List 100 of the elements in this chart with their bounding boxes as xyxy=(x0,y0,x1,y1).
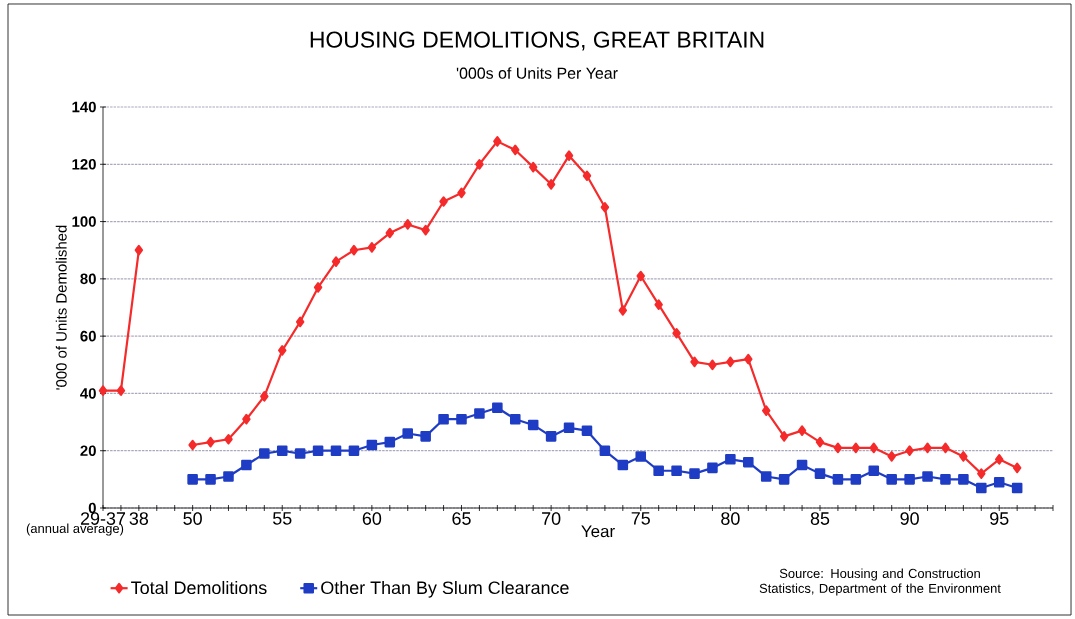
x-tick-label: 70 xyxy=(542,512,561,525)
point xyxy=(671,465,682,477)
point xyxy=(564,150,574,161)
point xyxy=(493,136,502,147)
point xyxy=(278,345,287,356)
point xyxy=(294,448,306,459)
point xyxy=(689,468,700,479)
point xyxy=(331,256,341,267)
point xyxy=(743,456,754,468)
point xyxy=(312,445,324,456)
point xyxy=(545,431,557,442)
point xyxy=(707,462,718,474)
point xyxy=(653,465,664,477)
point xyxy=(403,219,412,230)
point xyxy=(994,454,1004,465)
point xyxy=(832,474,844,485)
point xyxy=(726,356,735,368)
point xyxy=(385,227,395,239)
y-tick-label: 0 xyxy=(88,502,96,514)
point xyxy=(509,413,521,425)
point xyxy=(456,413,467,425)
point xyxy=(600,201,610,213)
x-tick-label: 50 xyxy=(183,512,202,525)
point xyxy=(851,442,861,454)
y-tick-label: 140 xyxy=(72,101,96,113)
point xyxy=(779,431,789,442)
point xyxy=(241,459,252,471)
point xyxy=(922,471,933,482)
point xyxy=(636,270,645,282)
point xyxy=(672,327,681,339)
point xyxy=(941,442,950,454)
point xyxy=(886,474,897,485)
point xyxy=(511,144,520,156)
point xyxy=(887,451,896,462)
point xyxy=(582,170,592,182)
point xyxy=(134,244,144,256)
point xyxy=(976,482,987,494)
point xyxy=(797,425,807,436)
point xyxy=(708,359,717,371)
point xyxy=(348,445,360,456)
point xyxy=(761,405,771,416)
point xyxy=(421,224,430,236)
y-tick-label: 40 xyxy=(80,388,96,399)
point xyxy=(833,442,843,454)
chart-title: HOUSING DEMOLITIONS, GREAT BRITAIN xyxy=(310,31,764,51)
point xyxy=(420,431,431,442)
point xyxy=(457,187,466,199)
point xyxy=(977,468,986,479)
y-tick-label: 60 xyxy=(80,330,96,342)
point xyxy=(1012,462,1022,474)
x-tick-label: 65 xyxy=(452,512,471,525)
point xyxy=(474,408,485,419)
x-tick-label: 90 xyxy=(900,512,919,525)
point xyxy=(814,468,826,479)
point xyxy=(528,161,538,173)
legend-label: Total Demolitions xyxy=(131,580,267,595)
point xyxy=(905,445,914,456)
y-tick-label: 120 xyxy=(72,158,96,170)
point xyxy=(188,439,197,451)
point xyxy=(618,305,628,316)
point xyxy=(366,439,378,451)
point xyxy=(690,356,699,368)
y-tick-label: 100 xyxy=(72,216,96,227)
point xyxy=(206,436,215,448)
x-tick-label: 55 xyxy=(272,512,292,525)
point xyxy=(187,474,198,485)
y-axis-title: '000 of Units Demolished xyxy=(55,225,67,390)
point xyxy=(993,476,1005,488)
y-tick-label: 20 xyxy=(80,445,96,456)
point xyxy=(475,159,484,170)
point xyxy=(959,451,968,462)
point xyxy=(850,474,862,485)
point xyxy=(205,474,216,485)
point xyxy=(259,448,270,459)
point xyxy=(581,425,593,436)
point xyxy=(330,445,342,456)
point xyxy=(367,242,377,253)
x-tick-label: 95 xyxy=(990,512,1009,525)
point xyxy=(778,474,790,485)
y-tick-label: 80 xyxy=(80,273,96,285)
text: (annual average) xyxy=(26,523,124,536)
point xyxy=(1011,482,1023,494)
x-tick-label: 75 xyxy=(631,512,650,525)
point xyxy=(869,442,878,454)
point xyxy=(815,436,825,448)
point xyxy=(635,451,647,462)
point xyxy=(563,422,575,434)
point xyxy=(923,442,932,454)
point xyxy=(760,471,772,482)
point xyxy=(260,391,269,402)
point xyxy=(527,419,539,431)
point xyxy=(654,299,663,310)
point xyxy=(438,413,449,425)
point xyxy=(617,459,629,471)
point xyxy=(98,385,108,396)
point xyxy=(725,454,736,465)
point xyxy=(224,433,233,445)
x-tick-label: 80 xyxy=(721,512,740,525)
point xyxy=(242,413,251,425)
point xyxy=(599,445,611,456)
